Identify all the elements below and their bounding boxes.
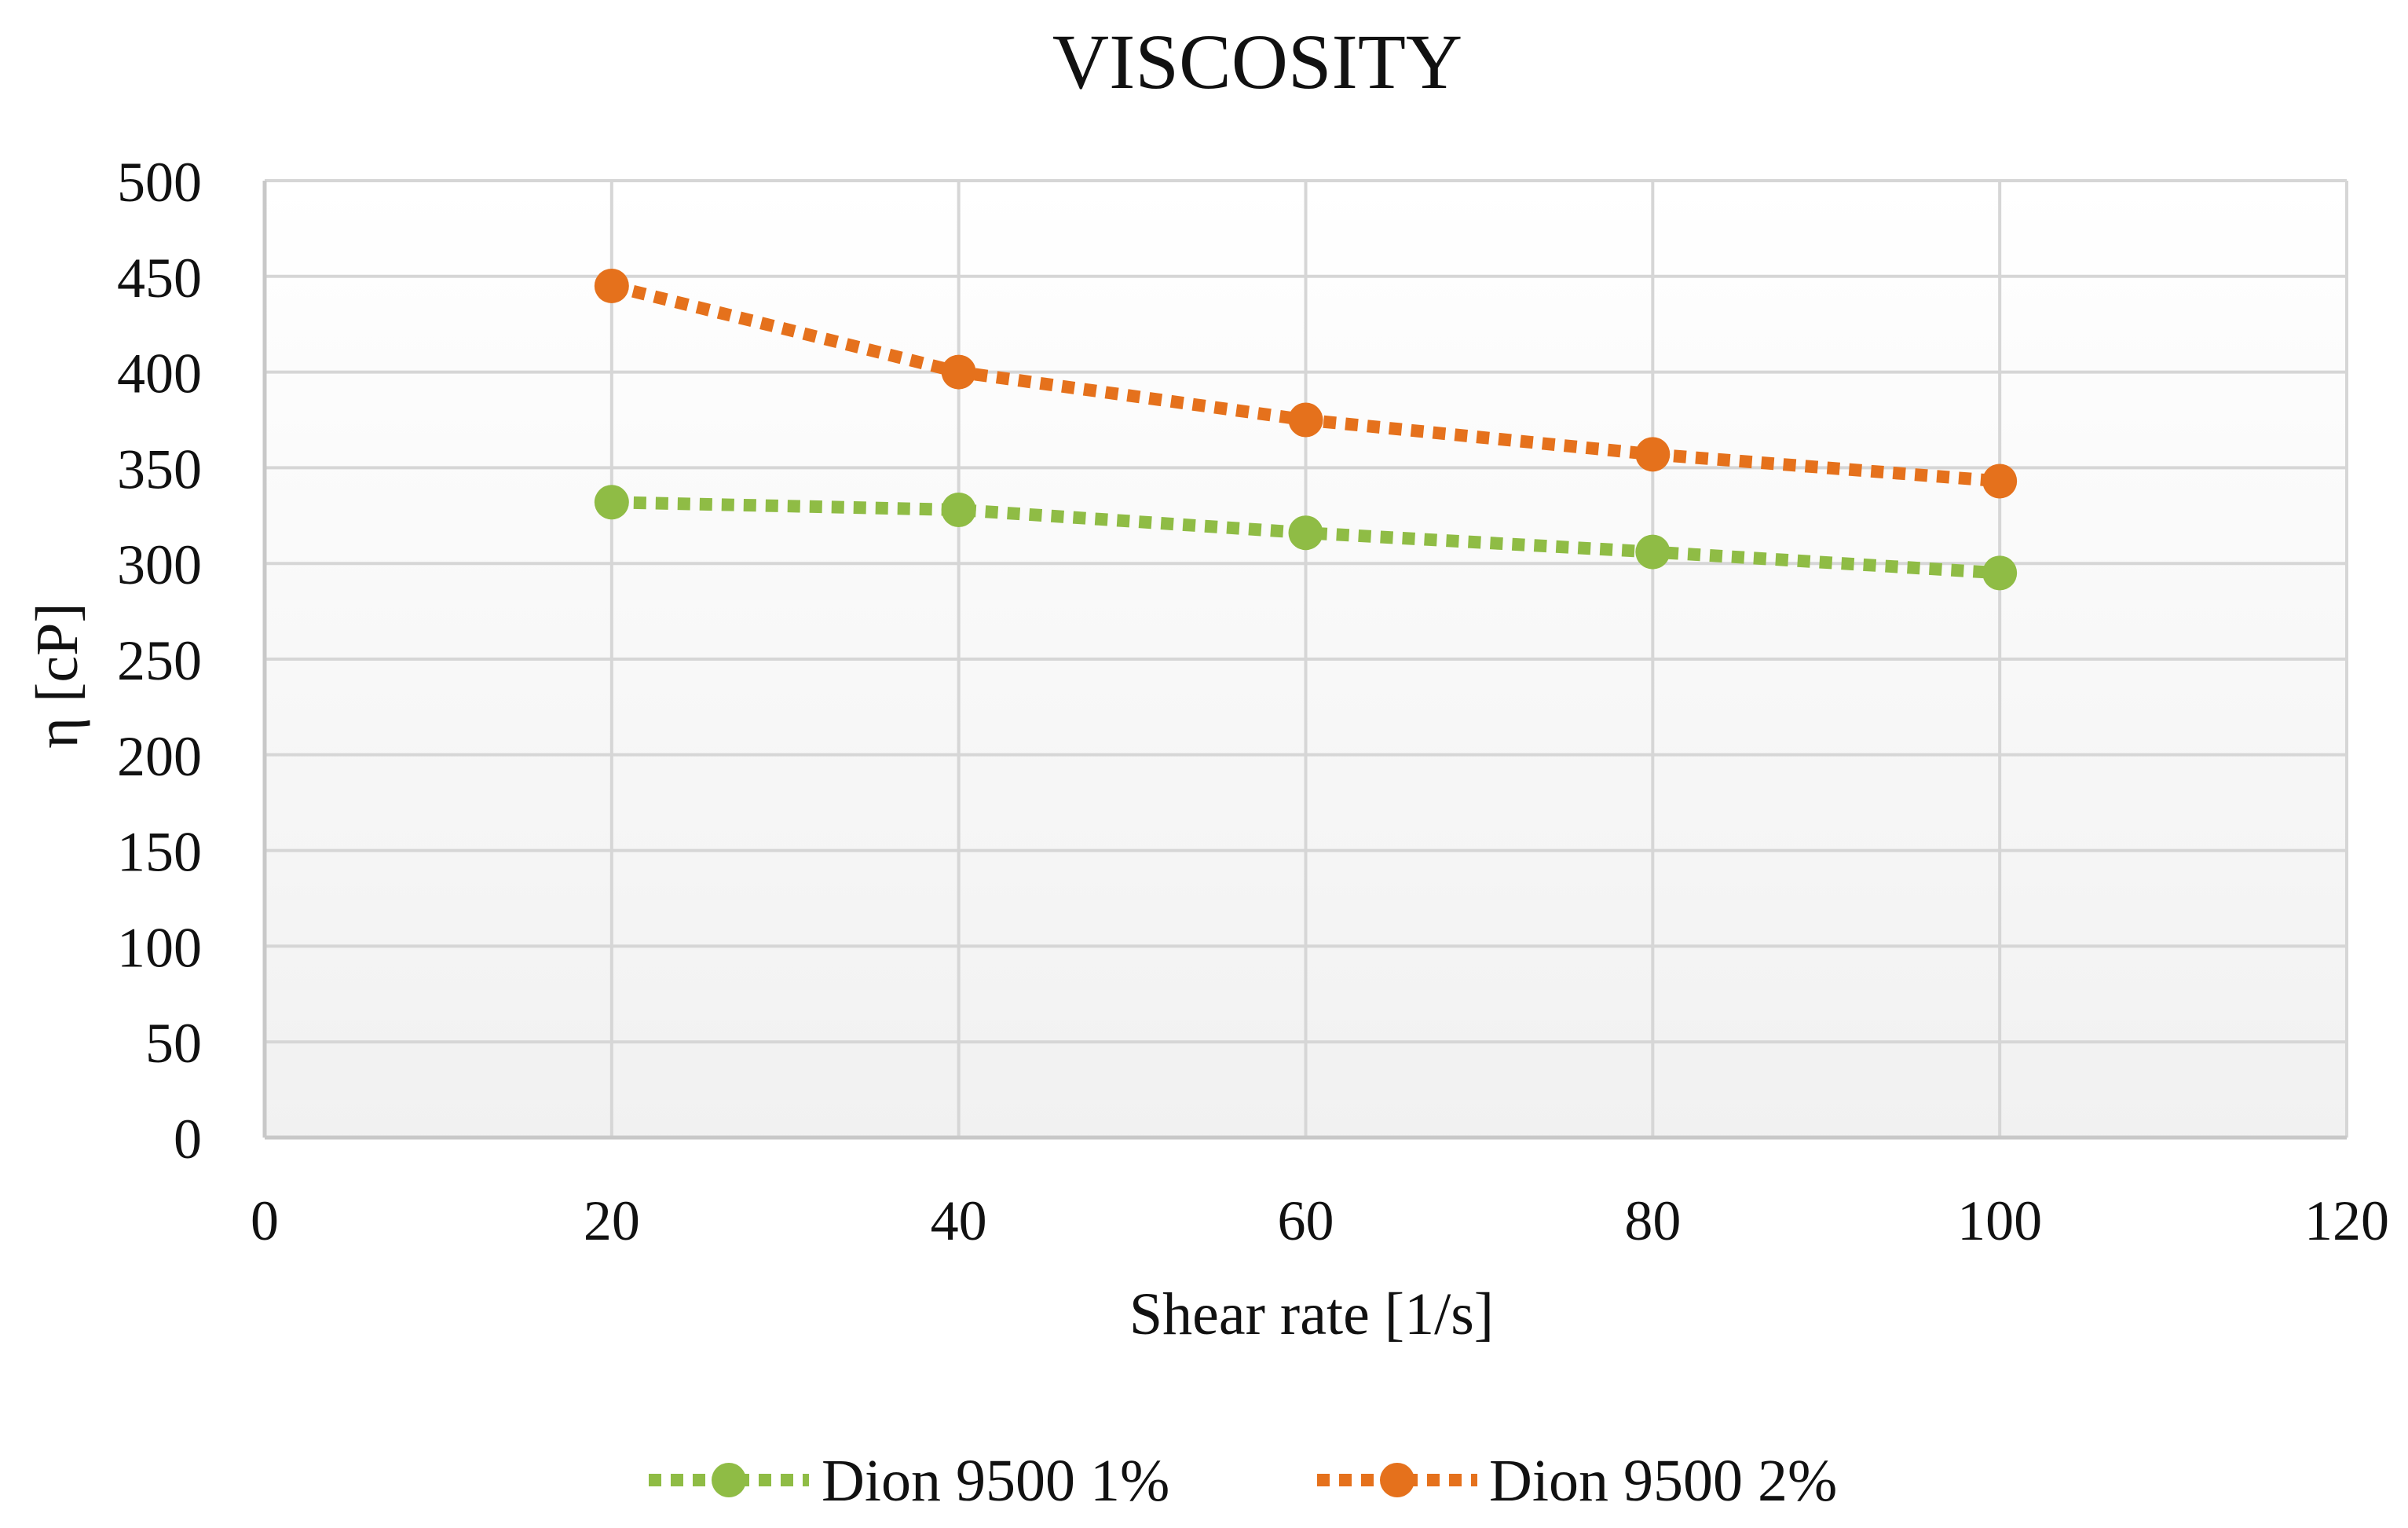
y-tick-labels: 0 50 100 150 200 250 300 350 400 450 500 (117, 151, 202, 1171)
legend-label: Dion 9500 2% (1489, 1448, 1837, 1514)
data-point (594, 268, 629, 303)
y-tick-label: 250 (117, 629, 202, 692)
x-axis-label: Shear rate [1/s] (1129, 1281, 1494, 1347)
y-tick-label: 450 (117, 247, 202, 310)
data-point (594, 485, 629, 520)
data-point (1982, 555, 2018, 591)
series-layer (594, 268, 2018, 591)
legend-label: Dion 9500 1% (822, 1448, 1169, 1514)
chart-title: VISCOSITY (1052, 18, 1462, 105)
y-tick-label: 0 (174, 1108, 202, 1171)
series-line (611, 496, 2000, 580)
x-tick-label: 40 (931, 1189, 987, 1252)
y-tick-label: 200 (117, 725, 202, 788)
y-tick-label: 50 (145, 1012, 202, 1075)
y-tick-label: 100 (117, 916, 202, 979)
x-tick-label: 100 (1957, 1189, 2042, 1252)
x-tick-labels: 0 20 40 60 80 100 120 (251, 1189, 2389, 1252)
y-tick-label: 300 (117, 533, 202, 596)
x-tick-label: 80 (1624, 1189, 1681, 1252)
legend-swatch-marker (1380, 1463, 1414, 1497)
data-point (941, 492, 976, 527)
y-axis-label: η [cP] (24, 603, 90, 748)
x-tick-label: 60 (1278, 1189, 1334, 1252)
y-tick-label: 150 (117, 821, 202, 884)
y-tick-label: 350 (117, 438, 202, 500)
data-point (1982, 464, 2018, 499)
data-point (941, 354, 976, 390)
data-point (1288, 515, 1323, 551)
legend-item-1: Dion 9500 1% (649, 1448, 1169, 1514)
series-2 (594, 268, 2018, 499)
data-point (1635, 437, 1671, 472)
legend: Dion 9500 1% Dion 9500 2% (649, 1448, 1837, 1514)
legend-item-2: Dion 9500 2% (1317, 1448, 1837, 1514)
x-tick-label: 120 (2304, 1189, 2389, 1252)
y-tick-label: 400 (117, 343, 202, 405)
legend-swatch-marker (712, 1463, 746, 1497)
series-1 (594, 485, 2018, 591)
data-point (1635, 534, 1671, 570)
x-tick-label: 0 (251, 1189, 279, 1252)
y-tick-label: 500 (117, 151, 202, 214)
axes (262, 181, 2347, 1140)
data-point (1288, 402, 1323, 438)
x-tick-label: 20 (584, 1189, 640, 1252)
